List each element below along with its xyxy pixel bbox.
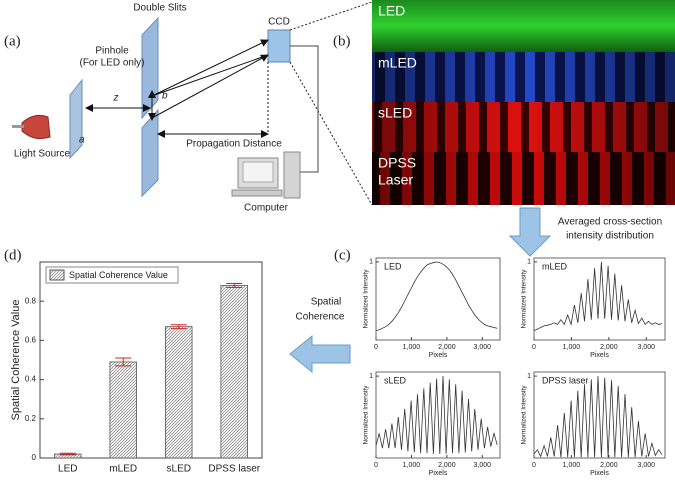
- x-tick-label: 2,000: [600, 462, 618, 469]
- intensity-line: [375, 376, 498, 454]
- x-tick-label: mLED: [109, 464, 137, 475]
- x-tick-label: sLED: [167, 464, 191, 475]
- error-bar: [170, 324, 187, 330]
- x-tick-label: 2,000: [438, 462, 456, 469]
- arrow-label: Coherence: [296, 312, 345, 323]
- error-bar: [59, 452, 76, 456]
- annotation: DPSS laser: [542, 375, 589, 385]
- x-tick-label: 3,000: [474, 462, 492, 469]
- x-tick-label: 3,000: [474, 344, 492, 351]
- camera-images: LED mLED sLED DPSS Laser (b): [333, 0, 675, 205]
- legend-swatch: [49, 269, 65, 281]
- label: (For LED only): [79, 58, 144, 69]
- x-tick-label: 0: [532, 344, 536, 351]
- x-tick-label: 1,000: [563, 462, 581, 469]
- y-tick-label: 1: [369, 259, 373, 266]
- label: z: [113, 93, 119, 104]
- x-axis-label: Pixels: [590, 470, 609, 477]
- y-tick-label: 0.8: [25, 296, 37, 305]
- strip-label: mLED: [378, 55, 417, 71]
- y-tick-label: 1: [527, 373, 531, 380]
- label: b: [162, 91, 168, 102]
- plot-frame: [375, 257, 501, 341]
- x-tick-label: 0: [532, 462, 536, 469]
- annotation: LED: [384, 261, 402, 271]
- x-tick-label: 0: [374, 344, 378, 351]
- panel-label: (d): [4, 247, 22, 263]
- x-tick-label: 1,000: [563, 344, 581, 351]
- bar: [109, 361, 137, 459]
- y-axis-label: Normalized Intensity: [521, 269, 528, 329]
- y-tick-label: 0.4: [25, 375, 37, 384]
- label: Pinhole: [95, 46, 129, 57]
- arrow-label: Spatial: [311, 297, 342, 308]
- label: Computer: [244, 203, 289, 214]
- x-tick-label: 1,000: [403, 462, 421, 469]
- x-axis-label: Pixels: [429, 352, 448, 359]
- arrow-label: intensity distribution: [566, 231, 654, 242]
- arrow-label: Averaged cross-section: [558, 217, 662, 228]
- down-arrow: [508, 207, 552, 257]
- x-axis-label: Pixels: [429, 470, 448, 477]
- x-tick-label: LED: [58, 464, 77, 475]
- bar: [165, 326, 193, 459]
- plot-frame: [533, 257, 666, 341]
- x-tick-label: 0: [374, 462, 378, 469]
- intensity-line: [375, 261, 498, 331]
- x-tick-label: 3,000: [638, 344, 656, 351]
- label: Double Slits: [133, 3, 186, 14]
- left-arrow: [289, 334, 351, 374]
- legend-label: Spatial Coherence Value: [69, 270, 168, 280]
- panel-label: (c): [334, 247, 351, 263]
- strip-label: DPSS: [378, 155, 416, 171]
- plot-frame: [39, 261, 263, 459]
- x-tick-label: 2,000: [438, 344, 456, 351]
- y-axis-label: Normalized Intensity: [363, 385, 370, 445]
- legend-box: [45, 266, 179, 284]
- annotation: sLED: [384, 375, 407, 385]
- label: a: [79, 135, 85, 146]
- y-axis-label: Normalized Intensity: [521, 385, 528, 445]
- intensity-line: [533, 261, 663, 331]
- strip-label: Laser: [378, 172, 413, 188]
- setup-diagram: (a) Pinhole (For LED only) Double Slits …: [4, 1, 373, 214]
- x-tick-label: 1,000: [403, 344, 421, 351]
- intensity-line: [533, 376, 663, 458]
- annotation: mLED: [542, 261, 568, 271]
- y-tick-label: 0.2: [25, 414, 37, 423]
- y-tick-label: 1: [527, 259, 531, 266]
- x-tick-label: DPSS laser: [208, 464, 260, 475]
- bar: [220, 285, 248, 459]
- label: CCD: [268, 17, 290, 28]
- strip-label: sLED: [378, 105, 412, 121]
- y-axis-label: Normalized Intensity: [363, 269, 370, 329]
- x-tick-label: 2,000: [600, 344, 618, 351]
- label: Propagation Distance: [186, 139, 282, 150]
- error-bar: [115, 357, 132, 367]
- error-bar: [226, 283, 243, 288]
- panel-label: (a): [4, 33, 21, 49]
- x-axis-label: Pixels: [590, 352, 609, 359]
- y-tick-label: 0.6: [25, 336, 37, 345]
- y-tick-label: 1: [369, 373, 373, 380]
- y-tick-label: 0: [32, 453, 37, 462]
- label: Light Source: [14, 149, 71, 160]
- plot-frame: [533, 371, 666, 459]
- y-axis-label: Spatial Coherence Value: [10, 300, 22, 421]
- panel-label: (b): [333, 33, 351, 49]
- x-tick-label: 3,000: [638, 462, 656, 469]
- plot-frame: [375, 371, 501, 459]
- strip-label: LED: [378, 3, 405, 19]
